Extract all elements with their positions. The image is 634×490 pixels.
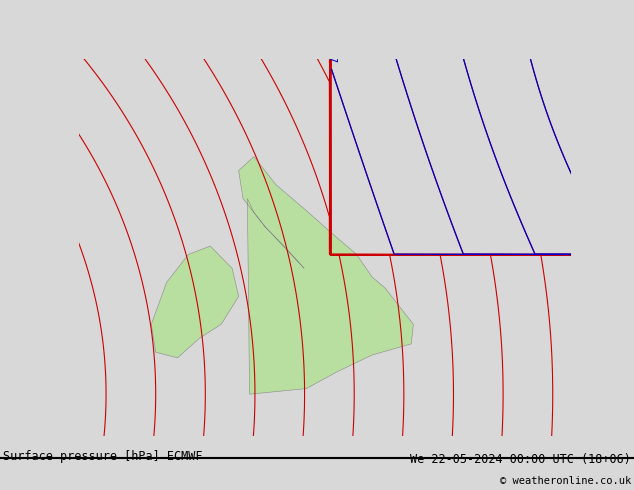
Text: © weatheronline.co.uk: © weatheronline.co.uk bbox=[500, 476, 631, 486]
Text: 1009: 1009 bbox=[444, 2, 460, 30]
Polygon shape bbox=[238, 157, 413, 394]
Text: 1010: 1010 bbox=[624, 249, 634, 259]
Text: We 22-05-2024 00:00 UTC (18+06): We 22-05-2024 00:00 UTC (18+06) bbox=[410, 453, 631, 466]
Text: Surface pressure [hPa] ECMWF: Surface pressure [hPa] ECMWF bbox=[3, 450, 203, 463]
Text: 1008: 1008 bbox=[579, 249, 605, 259]
Polygon shape bbox=[152, 246, 238, 358]
Text: 1007: 1007 bbox=[326, 38, 336, 64]
